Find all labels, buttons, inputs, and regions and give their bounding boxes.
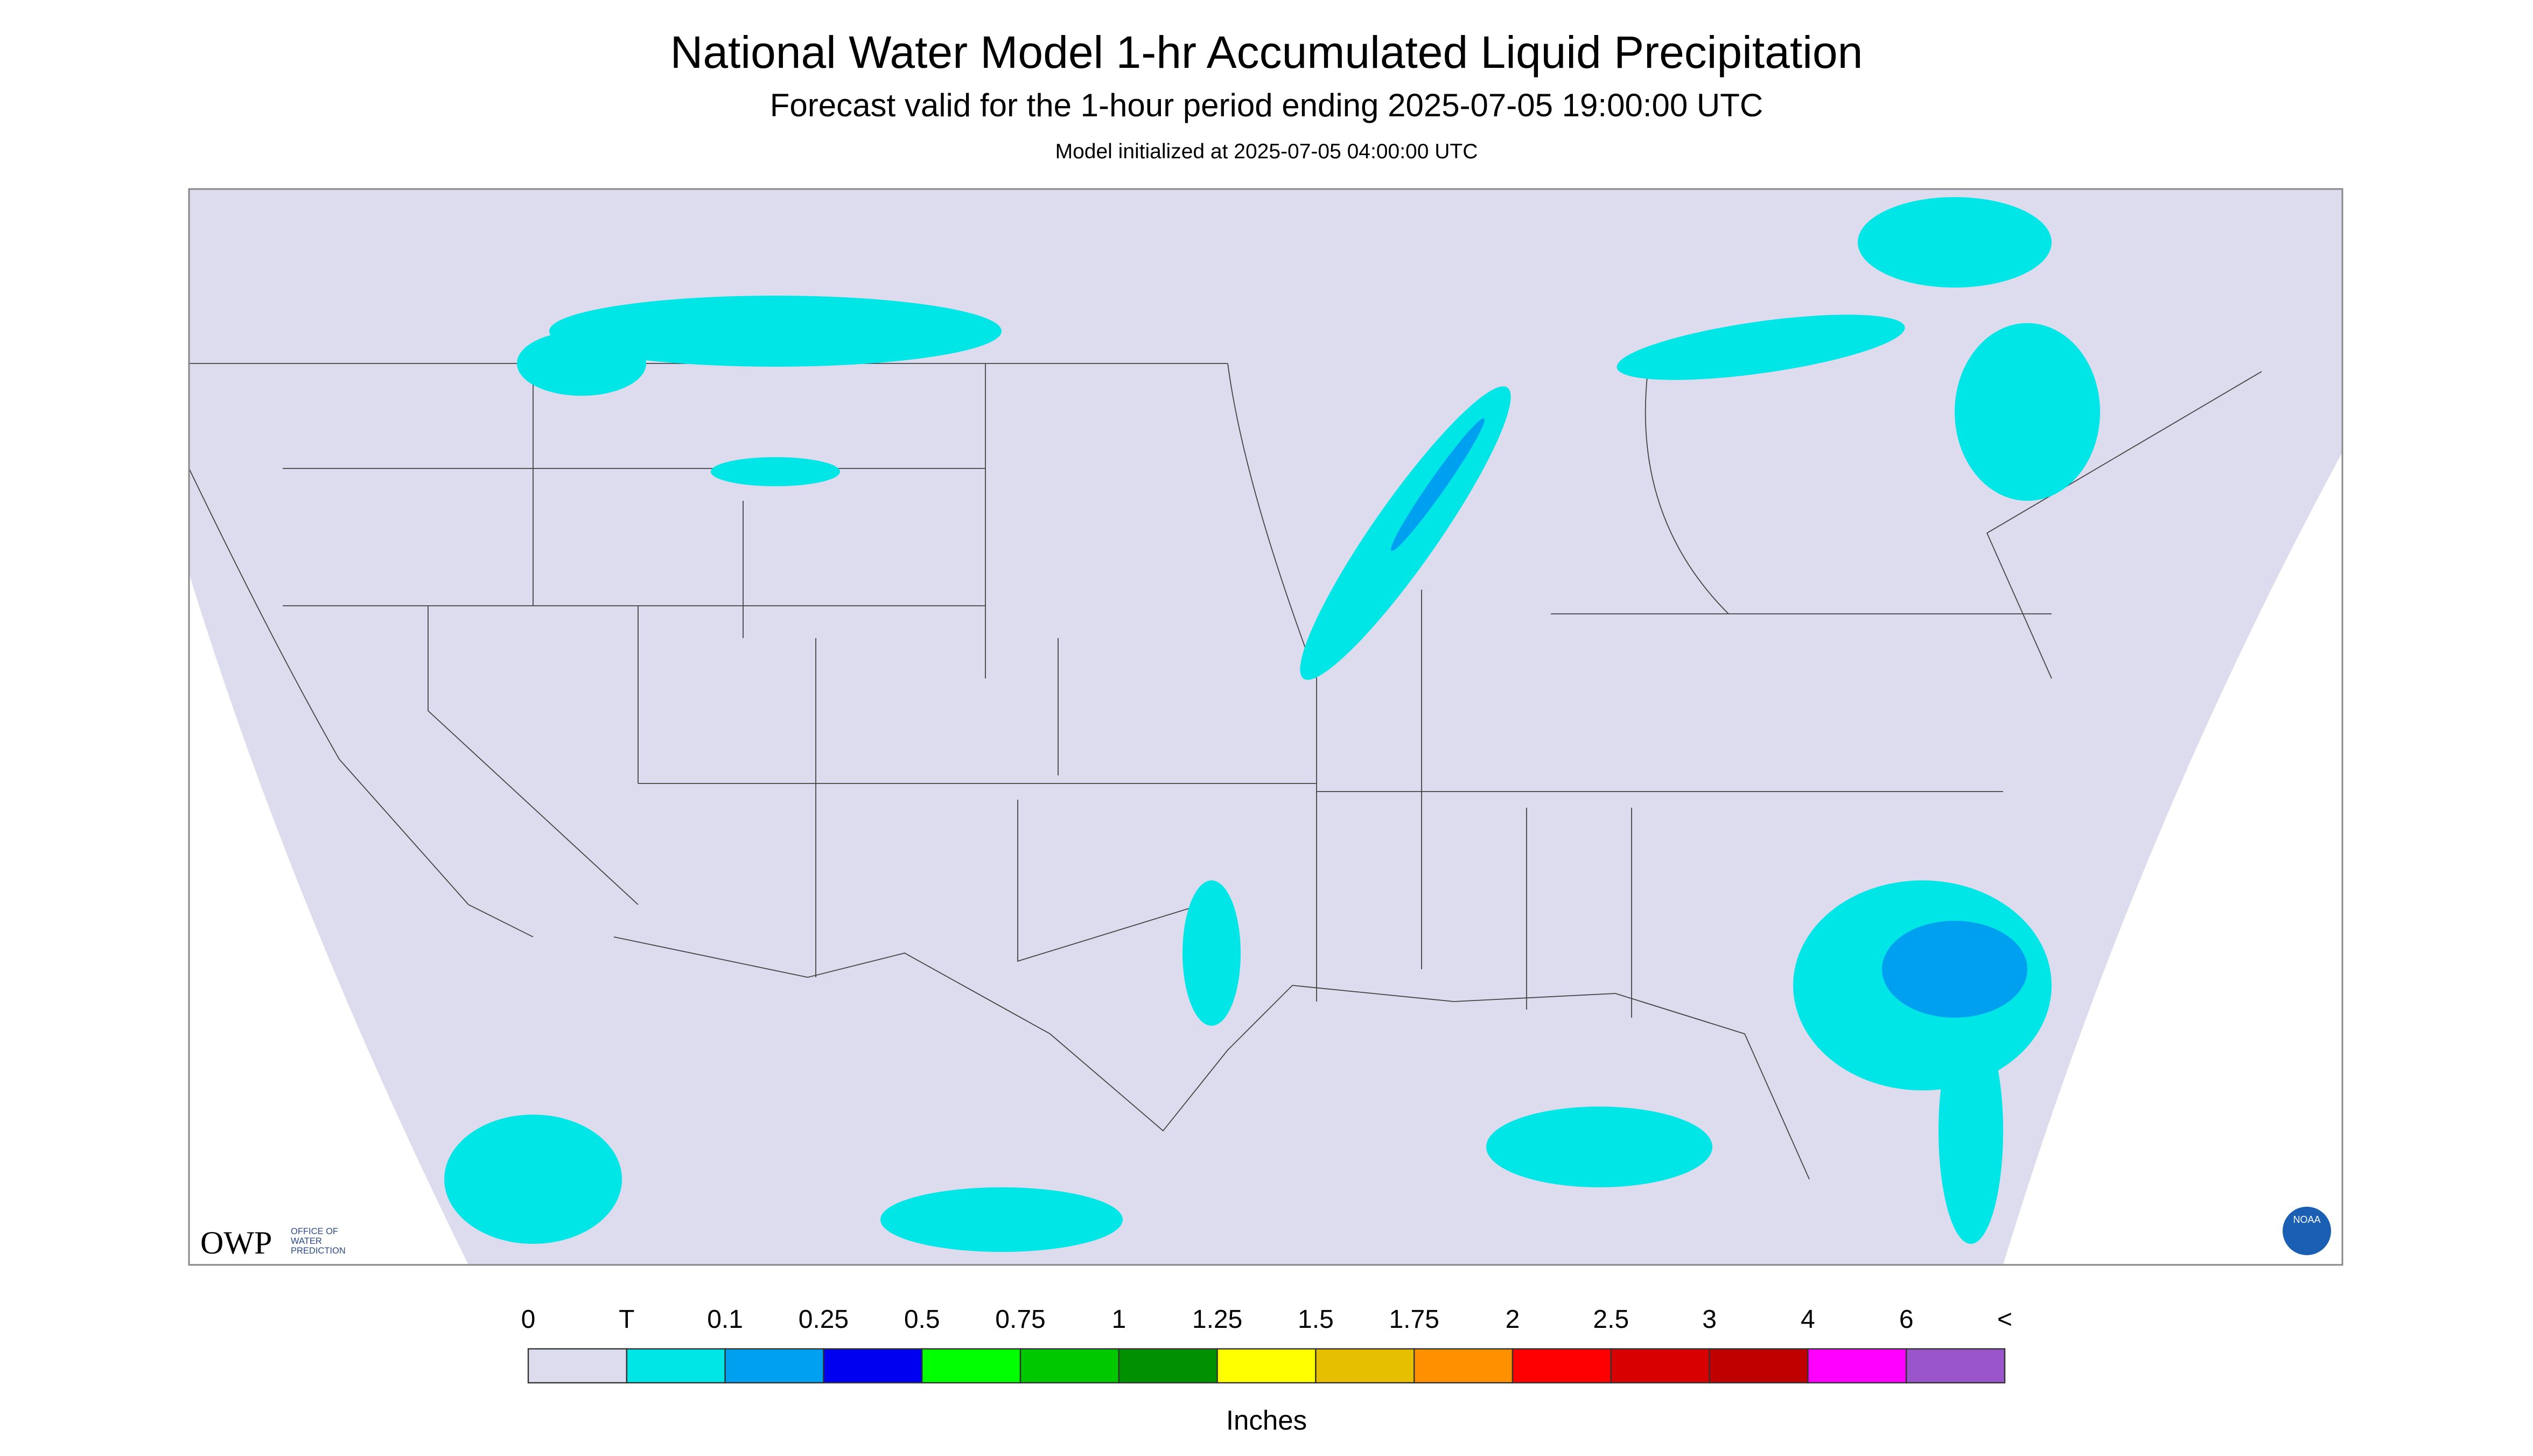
legend-label: 2.5 [1593,1305,1629,1334]
legend-swatch [921,1348,1021,1384]
owp-logo-line: PREDICTION [291,1246,346,1256]
legend-swatch [1019,1348,1120,1384]
legend-label: 1.5 [1298,1305,1334,1334]
legend-swatch [527,1348,628,1384]
legend-label: 6 [1899,1305,1914,1334]
legend-label: 3 [1702,1305,1717,1334]
owp-logo: OWP [200,1225,272,1261]
precip-area [1955,323,2100,501]
borders [188,363,2262,1180]
legend: 0 T 0.1 0.25 0.5 0.75 1 1.25 1.5 1.75 2 2.5 3 4 6 < [521,1305,2012,1384]
subtitle: Forecast valid for the 1-hour period end… [770,87,1763,123]
precipitation [444,197,2100,1252]
legend-label: < [1997,1305,2012,1334]
legend-swatch [1216,1348,1317,1384]
legend-swatch [1414,1348,1514,1384]
legend-swatch [626,1348,726,1384]
precip-area [444,1115,622,1244]
legend-label: 4 [1801,1305,1815,1334]
legend-label: T [619,1305,634,1334]
legend-swatch [1709,1348,1809,1384]
legend-swatch [1315,1348,1415,1384]
noaa-logo-text: NOAA [2293,1214,2320,1225]
legend-label: 0.75 [995,1305,1045,1334]
noaa-logo [2283,1207,2331,1256]
legend-swatch [1610,1348,1710,1384]
legend-label: 1 [1111,1305,1126,1334]
precip-area [1858,197,2052,288]
precip-area [1182,880,1241,1026]
init-time: Model initialized at 2025-07-05 04:00:00… [1055,140,1478,163]
precip-area [711,457,840,487]
precip-area [1882,921,2027,1018]
legend-swatch [823,1348,923,1384]
legend-swatch [724,1348,824,1384]
precip-area [1617,314,1905,380]
legend-label: 0.25 [799,1305,849,1334]
title: National Water Model 1-hr Accumulated Li… [670,27,1863,78]
precip-area [880,1187,1123,1252]
owp-logo-line: WATER [291,1236,322,1246]
legend-label: 0 [521,1305,536,1334]
precip-area [1391,418,1485,551]
precip-area [549,296,1002,367]
legend-units: Inches [1226,1405,1307,1436]
legend-label: 1.25 [1192,1305,1242,1334]
owp-logo-line: OFFICE OF [291,1227,338,1236]
map-frame [188,188,2343,1266]
legend-label: 0.1 [707,1305,743,1334]
legend-swatch [1905,1348,2006,1384]
legend-label: 0.5 [904,1305,940,1334]
precip-area [1939,1018,2003,1244]
legend-label: 1.75 [1389,1305,1439,1334]
legend-swatch [1512,1348,1612,1384]
legend-label: 2 [1506,1305,1520,1334]
precip-area [517,331,646,396]
legend-swatch [1118,1348,1218,1384]
legend-swatch [1807,1348,1907,1384]
precip-area [1486,1107,1712,1188]
